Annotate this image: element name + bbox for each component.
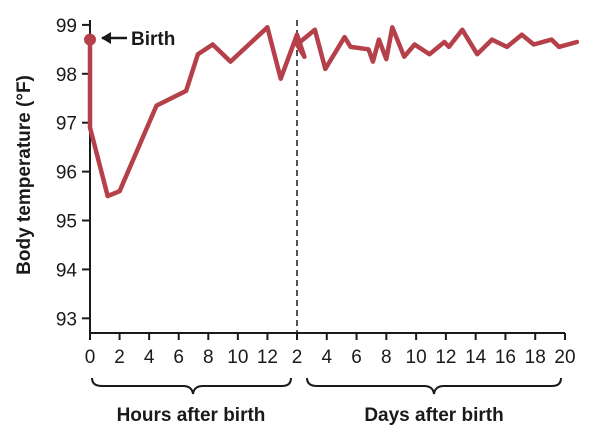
birth-annotation: Birth [131,29,175,50]
y-axis-title: Body temperature (°F) [14,75,35,275]
series-line [87,25,580,199]
x-tick-label-days: 16 [495,347,516,368]
x-tick-label-days: 14 [465,347,487,368]
birth-marker [84,33,96,46]
y-tick-label: 93 [56,309,77,330]
y-tick-label: 98 [56,65,77,86]
x-tick-label-days: 20 [554,347,575,368]
x-tick-label-days: 8 [381,347,392,368]
hours-brace [91,377,292,395]
x-tick-label-hours: 6 [173,347,184,368]
y-tick-label: 99 [56,16,77,37]
y-tick-label: 97 [56,114,77,135]
x-tick-label-days: 12 [435,347,456,368]
x-tick-label-days: 10 [406,347,427,368]
x-tick-label-days: 6 [351,347,362,368]
days-brace [306,377,562,395]
y-tick-label: 95 [56,212,77,233]
y-tick-label: 96 [56,163,77,184]
x-tick-label-days: 4 [321,347,332,368]
x-tick-label-days: 18 [525,347,546,368]
x-tick-label-hours: 4 [144,347,155,368]
x-tick-label-hours: 2 [114,347,125,368]
y-tick-label: 94 [56,260,78,281]
birth-arrow [101,32,127,44]
x-tick-label-hours: 10 [227,347,248,368]
x-tick-label-days: 2 [292,347,303,368]
x-tick-label-hours: 12 [257,347,278,368]
days-label: Days after birth [364,405,503,426]
hours-label: Hours after birth [117,405,266,426]
x-tick-label-hours: 0 [85,347,96,368]
x-tick-label-hours: 8 [203,347,214,368]
